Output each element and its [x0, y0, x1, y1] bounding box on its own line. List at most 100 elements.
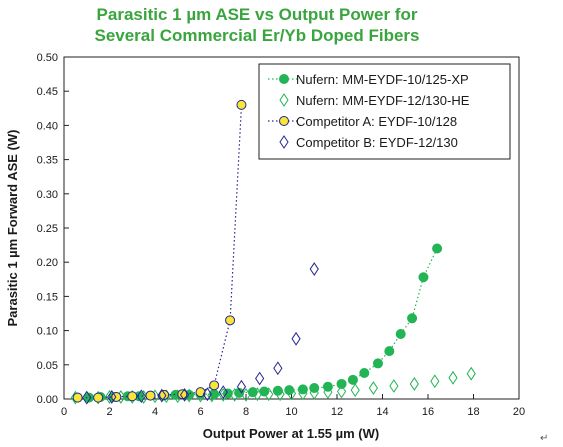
data-point [107, 390, 117, 404]
data-point [252, 387, 262, 402]
data-point [209, 380, 220, 391]
x-axis-title: Output Power at 1.55 µm (W) [203, 426, 380, 441]
data-point [286, 386, 297, 401]
x-tick-label: 8 [243, 406, 249, 418]
x-tick-label: 10 [285, 406, 297, 418]
data-point [177, 389, 188, 400]
data-point [236, 99, 247, 110]
legend-items: Nufern: MM-EYDF-10/125-XP Nufern: MM-EYDF… [268, 72, 470, 150]
data-point [430, 374, 440, 389]
y-tick-label: 0.35 [37, 155, 58, 167]
data-point [309, 262, 319, 276]
data-point [275, 387, 285, 402]
data-point [218, 385, 228, 400]
data-point [395, 329, 406, 340]
data-point [347, 374, 358, 385]
data-point [432, 243, 443, 254]
data-point [157, 388, 167, 403]
data-point [179, 387, 190, 402]
x-tick-label: 18 [467, 406, 479, 418]
data-point [218, 387, 228, 402]
x-tick-label: 16 [422, 406, 434, 418]
legend-item-3: Competitor A: EYDF-10/128 [268, 114, 457, 129]
data-point [359, 368, 370, 379]
data-point [372, 358, 383, 369]
data-point [136, 389, 146, 404]
y-tick-label: 0.10 [37, 326, 58, 338]
data-point [202, 387, 212, 402]
x-axis-ticks: 0 2 4 6 8 10 12 14 16 18 20 [61, 394, 525, 418]
data-point [72, 392, 83, 403]
series-3 [72, 99, 247, 403]
data-point [230, 387, 240, 402]
corner-mark: ↵ [540, 433, 548, 444]
data-point [448, 370, 458, 385]
y-tick-label: 0.00 [37, 394, 58, 406]
data-point [291, 331, 301, 346]
data-point [93, 392, 104, 403]
y-tick-label: 0.05 [37, 360, 58, 372]
legend: Nufern: MM-EYDF-10/125-XP Nufern: MM-EYDF… [258, 63, 511, 160]
legend-item-1: Nufern: MM-EYDF-10/125-XP [268, 72, 469, 87]
data-point [298, 386, 308, 401]
data-point [407, 313, 418, 324]
legend-marker [279, 74, 289, 84]
series-line [77, 104, 243, 399]
y-tick-label: 0.20 [37, 257, 58, 269]
y-tick-label: 0.15 [37, 291, 58, 303]
x-tick-label: 14 [376, 406, 388, 418]
chart-title-line-1: Parasitic 1 µm ASE vs Output Power for [97, 5, 418, 24]
data-point [236, 379, 247, 394]
legend-label: Competitor A: EYDF-10/128 [296, 114, 457, 129]
y-tick-label: 0.45 [37, 86, 58, 98]
y-axis-ticks: 0.00 0.05 0.10 0.15 0.20 0.25 0.30 0.35 0.40 0.45… [37, 52, 69, 406]
y-tick-label: 0.25 [37, 223, 58, 235]
data-point [241, 387, 251, 402]
data-point [127, 391, 138, 402]
x-tick-label: 0 [61, 406, 67, 418]
y-tick-label: 0.30 [37, 189, 58, 201]
legend-box [258, 63, 511, 160]
y-axis-title: Parasitic 1 µm Forward ASE (W) [5, 130, 20, 327]
x-tick-label: 4 [152, 406, 158, 418]
series-1 [72, 243, 443, 403]
legend-marker [279, 116, 289, 126]
data-point [418, 272, 429, 283]
data-point [222, 388, 233, 399]
data-point [350, 383, 360, 398]
chart-title-line-2: Several Commercial Er/Yb Doped Fibers [94, 26, 419, 45]
x-tick-label: 12 [331, 406, 343, 418]
x-tick-label: 6 [197, 406, 203, 418]
legend-marker [279, 93, 289, 107]
data-point [159, 389, 170, 400]
data-point [273, 361, 283, 376]
x-tick-label: 20 [513, 406, 525, 418]
legend-item-2: Nufern: MM-EYDF-12/130-HE [279, 93, 470, 108]
data-point [389, 379, 399, 393]
y-tick-label: 0.40 [37, 120, 58, 132]
data-point [145, 390, 156, 401]
data-point [336, 384, 347, 399]
data-point [309, 385, 319, 400]
x-tick-label: 2 [106, 406, 112, 418]
data-point [409, 377, 419, 391]
legend-label: Nufern: MM-EYDF-12/130-HE [296, 93, 470, 108]
data-point [82, 390, 92, 405]
data-point [323, 385, 333, 400]
legend-label: Nufern: MM-EYDF-10/125-XP [296, 72, 469, 87]
data-point [466, 366, 476, 381]
series-layer [70, 99, 476, 405]
data-point [384, 346, 395, 357]
legend-marker [279, 135, 289, 149]
data-point [255, 371, 265, 386]
data-point [368, 381, 379, 395]
legend-label: Competitor B: EYDF-12/130 [296, 135, 458, 150]
data-point [207, 388, 217, 403]
series-4 [82, 262, 319, 405]
data-point [225, 315, 236, 326]
data-point [264, 387, 274, 402]
y-tick-label: 0.50 [37, 52, 58, 64]
data-point [336, 378, 347, 389]
legend-item-4: Competitor B: EYDF-12/130 [279, 135, 458, 150]
